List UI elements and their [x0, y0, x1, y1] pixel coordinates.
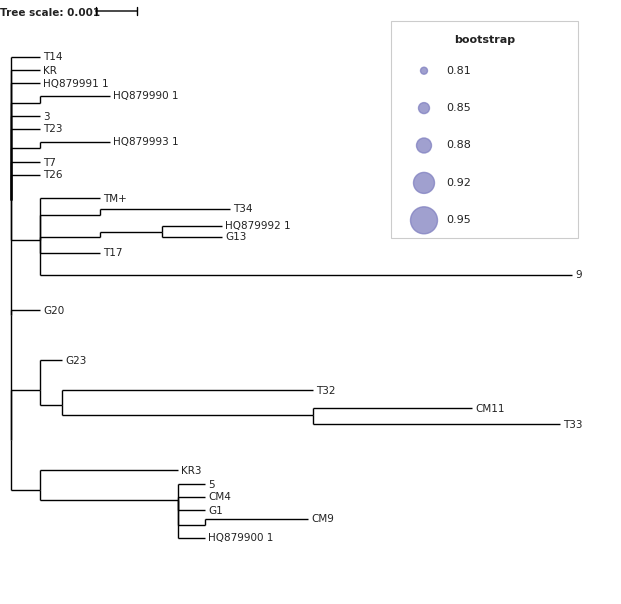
Text: G13: G13	[225, 233, 247, 242]
Circle shape	[410, 207, 438, 234]
Circle shape	[420, 67, 427, 74]
Text: HQ879993 1: HQ879993 1	[113, 138, 179, 147]
Circle shape	[419, 103, 430, 114]
Text: T23: T23	[43, 124, 63, 135]
Text: 5: 5	[208, 480, 215, 489]
Text: HQ879991 1: HQ879991 1	[43, 79, 109, 89]
Circle shape	[414, 172, 435, 193]
Text: T32: T32	[316, 385, 335, 396]
Text: 3: 3	[43, 112, 50, 121]
Circle shape	[417, 138, 432, 153]
Text: T34: T34	[233, 205, 253, 214]
Text: 0.85: 0.85	[446, 103, 471, 113]
Text: CM4: CM4	[208, 492, 231, 503]
Text: T17: T17	[103, 248, 122, 259]
Text: HQ879992 1: HQ879992 1	[225, 222, 291, 231]
Text: 0.88: 0.88	[446, 141, 471, 150]
Text: 0.92: 0.92	[446, 178, 471, 188]
Text: Tree scale: 0.001: Tree scale: 0.001	[0, 8, 100, 18]
FancyBboxPatch shape	[391, 21, 578, 238]
Text: T7: T7	[43, 158, 56, 167]
Text: KR: KR	[43, 65, 57, 76]
Text: TM+: TM+	[103, 193, 127, 204]
Text: CM9: CM9	[311, 515, 334, 524]
Text: 0.81: 0.81	[446, 66, 471, 76]
Text: T26: T26	[43, 170, 63, 181]
Text: HQ879900 1: HQ879900 1	[208, 533, 273, 544]
Text: 9: 9	[575, 271, 582, 280]
Text: T33: T33	[563, 420, 582, 429]
Text: G20: G20	[43, 306, 64, 315]
Text: T14: T14	[43, 53, 63, 62]
Text: bootstrap: bootstrap	[454, 35, 515, 45]
Text: G1: G1	[208, 506, 223, 515]
Text: 0.95: 0.95	[446, 215, 471, 225]
Text: KR3: KR3	[181, 466, 201, 475]
Text: G23: G23	[65, 356, 86, 365]
Text: HQ879990 1: HQ879990 1	[113, 91, 178, 101]
Text: CM11: CM11	[475, 403, 504, 414]
